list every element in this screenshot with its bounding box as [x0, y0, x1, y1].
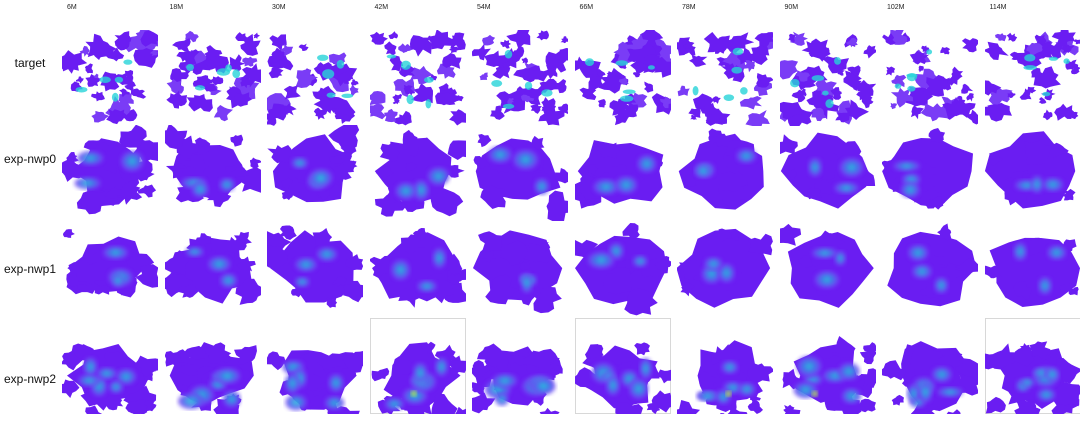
- column-label-90M: 90M: [784, 4, 799, 11]
- precipitation-field: [374, 129, 466, 217]
- heatmap-panel-exp-nwp0-90M: [779, 132, 875, 209]
- precipitation-field: [62, 343, 158, 414]
- precipitation-field: [164, 125, 261, 208]
- heatmap-panel-exp-nwp0-102M: [882, 127, 974, 210]
- heatmap-panel-exp-nwp2-42M: [369, 318, 466, 414]
- heatmap-panel-exp-nwp1-114M: [984, 237, 1080, 307]
- precipitation-field: [882, 127, 974, 210]
- precipitation-field: [164, 342, 257, 414]
- heatmap-panel-target-30M: [267, 34, 359, 126]
- heatmap-panel-exp-nwp1-30M: [267, 225, 363, 308]
- heatmap-panel-exp-nwp0-54M: [473, 134, 568, 221]
- heatmap-panel-target-18M: [165, 30, 261, 122]
- heatmap-panel-exp-nwp0-18M: [164, 125, 261, 208]
- precipitation-field: [472, 343, 563, 414]
- heatmap-panel-target-78M: [677, 32, 773, 126]
- precipitation-field: [369, 30, 466, 126]
- column-label-30M: 30M: [272, 4, 286, 11]
- heatmap-panel-exp-nwp1-102M: [887, 223, 978, 307]
- precipitation-field: [677, 228, 773, 308]
- precipitation-field: [62, 30, 158, 125]
- heatmap-panel-exp-nwp0-42M: [374, 129, 466, 217]
- precipitation-field: [574, 342, 671, 414]
- column-label-18M: 18M: [169, 4, 184, 11]
- precipitation-field: [472, 230, 563, 314]
- precipitation-field: [882, 341, 978, 414]
- heatmap-panel-exp-nwp0-78M: [678, 128, 764, 210]
- column-label-42M: 42M: [374, 4, 389, 11]
- heatmap-panel-exp-nwp0-114M: [984, 131, 1076, 209]
- precipitation-field: [267, 34, 359, 126]
- row-label-target: target: [14, 56, 46, 70]
- precipitation-field: [574, 140, 663, 209]
- heatmap-panel-exp-nwp2-114M: [984, 318, 1080, 414]
- heatmap-panel-exp-nwp2-66M: [574, 318, 671, 414]
- precipitation-field: [267, 125, 360, 203]
- precipitation-field: [472, 30, 568, 126]
- precipitation-field: [678, 128, 764, 210]
- heatmap-panel-exp-nwp2-6M: [62, 343, 158, 414]
- precipitation-field: [779, 223, 874, 308]
- precipitation-field: [984, 131, 1076, 209]
- precipitation-field: [677, 340, 773, 414]
- precipitation-field: [267, 225, 363, 308]
- precipitation-field: [677, 32, 773, 126]
- precipitation-field: [165, 30, 261, 122]
- column-label-78M: 78M: [682, 4, 696, 11]
- column-label-102M: 102M: [887, 4, 905, 11]
- heatmap-panel-target-114M: [984, 30, 1080, 122]
- heatmap-panel-exp-nwp1-66M: [574, 223, 671, 316]
- row-label-exp-nwp0: exp-nwp0: [3, 152, 57, 166]
- heatmap-panel-exp-nwp1-90M: [779, 223, 874, 308]
- heatmap-panel-target-54M: [472, 30, 568, 126]
- precipitation-field: [62, 229, 158, 298]
- precipitation-field: [887, 223, 978, 307]
- heatmap-panel-exp-nwp0-30M: [267, 125, 360, 203]
- heatmap-panel-target-102M: [882, 30, 978, 125]
- heatmap-panel-exp-nwp0-66M: [574, 140, 663, 209]
- precipitation-field: [779, 132, 875, 209]
- precipitation-field: [574, 223, 671, 316]
- heatmap-panel-exp-nwp2-102M: [882, 341, 978, 414]
- precipitation-field: [267, 350, 363, 414]
- heatmap-panel-exp-nwp1-78M: [677, 228, 773, 308]
- column-label-114M: 114M: [989, 4, 1007, 11]
- heatmap-panel-target-90M: [779, 31, 876, 126]
- heatmap-panel-exp-nwp2-54M: [472, 343, 563, 414]
- precipitation-field: [369, 227, 466, 308]
- precipitation-field: [371, 341, 466, 414]
- heatmap-panel-target-6M: [62, 30, 158, 125]
- column-label-54M: 54M: [477, 4, 491, 11]
- precipitation-field: [882, 30, 978, 125]
- heatmap-panel-target-42M: [369, 30, 466, 126]
- heatmap-panel-exp-nwp1-18M: [164, 231, 261, 305]
- precipitation-field: [984, 30, 1080, 122]
- precipitation-field: [473, 134, 568, 221]
- precipitation-field: [62, 125, 158, 215]
- row-label-exp-nwp1: exp-nwp1: [3, 262, 57, 276]
- precipitation-field: [781, 335, 876, 414]
- precipitation-field: [984, 237, 1080, 307]
- heatmap-panel-exp-nwp1-6M: [62, 229, 158, 298]
- heatmap-panel-exp-nwp0-6M: [62, 125, 158, 215]
- heatmap-panel-exp-nwp2-78M: [677, 340, 773, 414]
- precipitation-field: [164, 231, 261, 305]
- precipitation-field: [574, 30, 671, 126]
- heatmap-panel-exp-nwp1-54M: [472, 230, 563, 314]
- precipitation-field: [779, 31, 876, 126]
- precipitation-field: [984, 341, 1080, 414]
- heatmap-panel-exp-nwp2-18M: [164, 342, 257, 414]
- heatmap-panel-target-66M: [574, 30, 671, 126]
- heatmap-panel-exp-nwp2-30M: [267, 350, 363, 414]
- column-label-66M: 66M: [579, 4, 594, 11]
- heatmap-panel-exp-nwp2-90M: [781, 335, 876, 414]
- column-label-6M: 6M: [67, 4, 77, 11]
- heatmap-panel-exp-nwp1-42M: [369, 227, 466, 308]
- row-label-exp-nwp2: exp-nwp2: [3, 372, 57, 386]
